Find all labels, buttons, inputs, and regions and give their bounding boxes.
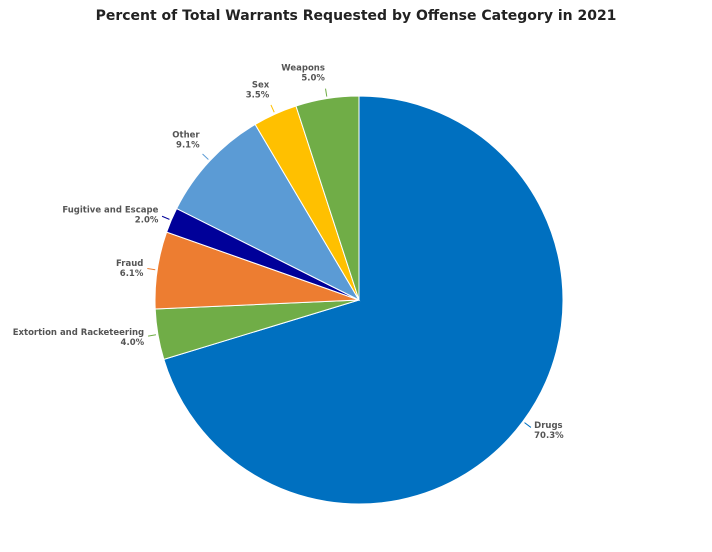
pie-slice-other[interactable] bbox=[175, 123, 361, 302]
slice-label: Other 9.1% bbox=[172, 130, 200, 150]
leader-line bbox=[524, 422, 532, 428]
slice-label: Fugitive and Escape 2.0% bbox=[62, 206, 158, 226]
slice-label: Sex 3.5% bbox=[246, 80, 270, 100]
slice-label: Weapons 5.0% bbox=[281, 64, 325, 84]
leader-line bbox=[147, 268, 156, 271]
pie-slice-drugs[interactable] bbox=[163, 95, 564, 505]
leader-line bbox=[325, 88, 328, 97]
slice-label: Extortion and Racketeering 4.0% bbox=[13, 328, 145, 348]
leader-line bbox=[161, 215, 170, 220]
chart-title: Percent of Total Warrants Requested by O… bbox=[95, 8, 617, 24]
leader-line bbox=[147, 334, 157, 337]
slice-label: Drugs 70.3% bbox=[534, 421, 564, 441]
leader-line bbox=[270, 104, 275, 113]
slice-label: Fraud 6.1% bbox=[116, 259, 144, 279]
leader-line bbox=[202, 153, 209, 160]
pie-slice-weapons[interactable] bbox=[295, 95, 360, 301]
